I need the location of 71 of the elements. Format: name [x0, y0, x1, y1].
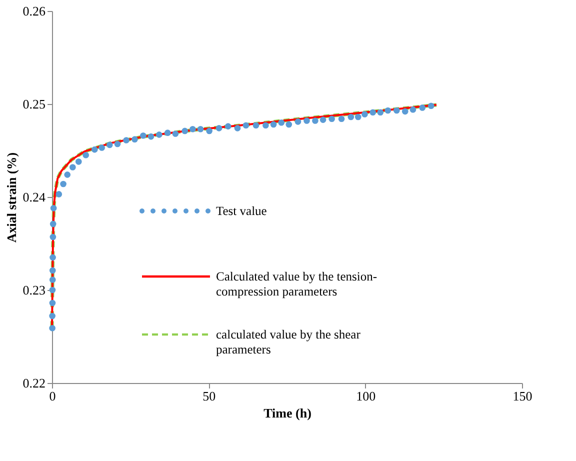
x-tick-label: 100: [356, 388, 376, 404]
point: [242, 122, 250, 129]
point: [98, 144, 105, 151]
point: [394, 107, 400, 114]
y-tick-label: 0.24: [22, 190, 46, 204]
point: [50, 234, 56, 240]
point: [328, 116, 335, 122]
point: [262, 122, 269, 129]
y-tick-label: 0.23: [22, 282, 46, 298]
point: [304, 118, 310, 124]
point: [156, 132, 162, 138]
point: [50, 205, 57, 212]
point: [50, 254, 56, 261]
point: [370, 109, 376, 116]
point: [224, 123, 232, 130]
y-axis-title: Axial strain (%): [4, 152, 19, 243]
point: [348, 114, 354, 120]
point: [312, 118, 318, 124]
point: [172, 130, 179, 137]
point: [252, 122, 260, 129]
y-tick-label: 0.26: [22, 4, 46, 18]
point: [338, 116, 345, 122]
point: [362, 111, 368, 118]
point: [132, 136, 138, 142]
point: [49, 324, 56, 332]
point: [377, 109, 384, 116]
y-tick-label: 0.25: [22, 96, 46, 112]
point: [49, 312, 56, 320]
point: [190, 126, 196, 132]
point: [148, 133, 154, 140]
x-tick-label: 50: [202, 388, 216, 404]
y-tick-label: 0.22: [22, 376, 46, 390]
point: [402, 108, 408, 115]
point: [384, 107, 392, 114]
point: [354, 114, 362, 120]
point: [278, 119, 285, 126]
point: [320, 116, 326, 123]
point: [182, 128, 188, 134]
point: [114, 140, 121, 148]
point: [50, 220, 56, 228]
point: [197, 126, 204, 132]
point: [123, 137, 130, 144]
point: [216, 125, 222, 132]
x-tick-label: 0: [49, 388, 56, 404]
legend-label: Test value: [216, 204, 268, 218]
legend-label: calculated value by the shear parameters: [216, 328, 362, 356]
point: [106, 142, 113, 148]
point: [49, 267, 56, 274]
x-axis-title: Time (h): [264, 406, 312, 420]
point: [428, 102, 434, 110]
point: [286, 121, 292, 128]
point: [49, 276, 56, 283]
point: [140, 132, 146, 139]
point: [64, 172, 71, 178]
point: [419, 104, 426, 111]
point: [410, 106, 416, 113]
x-tick-label: 150: [512, 388, 532, 404]
point: [60, 180, 66, 188]
point: [164, 130, 171, 136]
point: [82, 152, 89, 158]
point: [206, 128, 212, 134]
point: [49, 300, 56, 306]
point: [270, 121, 277, 128]
point: [56, 191, 62, 198]
point: [294, 118, 302, 125]
point: [234, 125, 241, 132]
point: [70, 164, 76, 170]
legend-label: Calculated value by the tension-compression parameters: [216, 270, 378, 298]
point: [49, 286, 56, 294]
point: [75, 158, 82, 165]
point: [91, 146, 98, 153]
